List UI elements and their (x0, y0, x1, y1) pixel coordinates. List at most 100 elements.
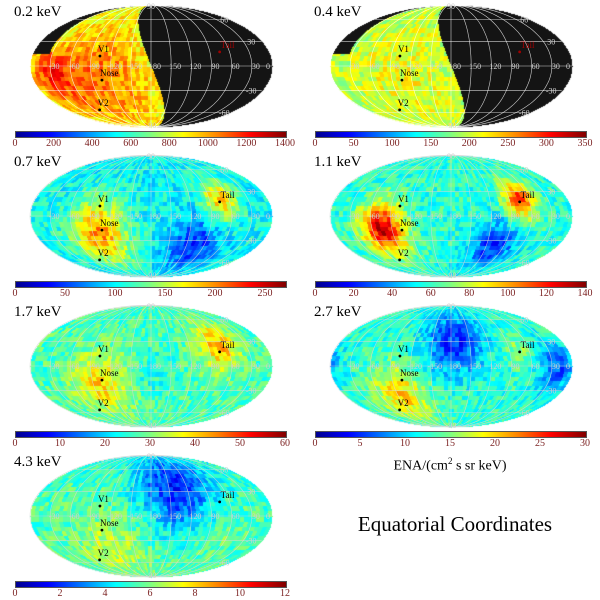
graticule: -30 -60 -90 -120 -150 180 150 120 90 60 30 0 90 60 30 -… (329, 2, 572, 130)
marker-nose-dot (400, 228, 404, 232)
sky-map-panel: -30 -60 -90 -120 -150 180 150 120 90 60 30 0 90 60 30-… (310, 300, 590, 450)
longitude-label: -150 (127, 62, 142, 71)
colorbar-tick-label: 0 (312, 138, 318, 149)
longitude-label: -90 (389, 62, 400, 71)
latitude-label: -90 (446, 121, 457, 130)
colorbar-tick-label: 200 (46, 138, 62, 149)
longitude-label: 0 (566, 212, 570, 221)
longitude-label: -30 (49, 512, 60, 521)
marker-tail-label: Tail (521, 340, 535, 350)
colorbar-tick-label: 50 (348, 138, 359, 149)
heatmap-mollweide (310, 300, 590, 430)
marker-nose-dot (400, 78, 404, 82)
longitude-label: 120 (489, 212, 501, 221)
colorbar-tick-label: 20 (490, 438, 500, 449)
marker-v2-dot (398, 108, 402, 112)
longitude-label: -60 (69, 512, 80, 521)
longitude-label: -30 (49, 212, 60, 221)
colorbar-tick-label: 200 (461, 138, 477, 149)
marker-nose-dot (100, 378, 104, 382)
longitude-label: -60 (69, 362, 80, 371)
colorbar-tick-label: 800 (161, 138, 177, 149)
heatmap-mollweide (310, 150, 590, 280)
longitude-label: 90 (212, 212, 220, 221)
colorbar-tick-label: 1000 (197, 138, 218, 149)
colorbar-tick-label: 80 (464, 288, 475, 299)
marker-v1-dot (398, 54, 402, 58)
longitude-label: -30 (49, 362, 60, 371)
latitude-label: -30 (246, 237, 257, 246)
graticule: -30 -60 -90 -120 -150 180 150 120 90 60 30 0 90 60 30 -… (29, 2, 272, 130)
colorbar-tick-label: 100 (500, 288, 516, 299)
longitude-label: 90 (212, 62, 220, 71)
colorbar (15, 281, 287, 288)
graticule: -30 -60 -90 -120 -150 180 150 120 90 60 30 0 90 60 30 -… (329, 152, 572, 280)
longitude-label: 180 (449, 212, 461, 221)
marker-v2-label: V2 (398, 248, 409, 258)
longitude-label: 180 (149, 212, 161, 221)
energy-label: 2.7 keV (314, 304, 362, 320)
colorbar-tick-label: 60 (280, 438, 290, 449)
marker-nose-label: Nose (400, 68, 419, 78)
latitude-label: 30 (247, 487, 255, 496)
marker-v2-dot (98, 558, 102, 562)
longitude-label: 0 (566, 62, 570, 71)
energy-label: 1.7 keV (14, 304, 62, 320)
longitude-label: 60 (232, 212, 240, 221)
colorbar-tick-label: 10 (55, 438, 65, 449)
longitude-label: -120 (407, 212, 422, 221)
longitude-label: 0 (566, 362, 570, 371)
longitude-label: 150 (169, 212, 181, 221)
longitude-label: -120 (107, 362, 122, 371)
longitude-label: 30 (552, 362, 560, 371)
latitude-label: -60 (219, 559, 230, 568)
longitude-label: -120 (107, 212, 122, 221)
latitude-label: 90 (147, 452, 155, 461)
colorbar-tick-label: 25 (535, 438, 545, 449)
sky-map-panel: -30 -60 -90 -120 -150 180 150 120 90 60 30 0 90 60 30-… (10, 150, 290, 300)
marker-nose-label: Nose (400, 368, 419, 378)
marker-v1-label: V1 (398, 44, 409, 54)
marker-v2-dot (98, 258, 102, 262)
latitude-label: -60 (219, 259, 230, 268)
marker-nose-label: Nose (100, 368, 119, 378)
sky-map-panel: -30 -60 -90 -120 -150 180 150 120 90 60 30 0 90 60 30-… (10, 450, 290, 600)
longitude-label: -90 (89, 62, 100, 71)
marker-tail-dot (218, 200, 222, 204)
latitude-label: 30 (247, 337, 255, 346)
latitude-label: -30 (246, 87, 257, 96)
longitude-label: 120 (489, 362, 501, 371)
marker-v2-dot (98, 408, 102, 412)
marker-v2-label: V2 (98, 398, 109, 408)
marker-tail-label: Tail (521, 190, 535, 200)
longitude-label: 120 (189, 212, 201, 221)
longitude-label: 120 (189, 362, 201, 371)
marker-v1-label: V1 (398, 194, 409, 204)
longitude-label: 30 (552, 62, 560, 71)
heatmap-mollweide (310, 0, 590, 130)
marker-v2-dot (98, 108, 102, 112)
colorbar-tick-label: 350 (577, 138, 593, 149)
colorbar-tick-label: 10 (400, 438, 410, 449)
colorbar-tick-label: 140 (577, 288, 593, 299)
marker-nose-dot (100, 528, 104, 532)
colorbar-tick-label: 400 (84, 138, 100, 149)
latitude-label: -60 (519, 409, 530, 418)
latitude-label: 90 (147, 2, 155, 11)
longitude-label: 60 (232, 362, 240, 371)
colorbar-tick-label: 600 (123, 138, 139, 149)
longitude-label: 0 (266, 512, 270, 521)
latitude-label: -30 (546, 87, 557, 96)
marker-tail-label: Tail (221, 190, 235, 200)
longitude-label: 150 (469, 362, 481, 371)
longitude-label: -150 (427, 62, 442, 71)
colorbar-tick-label: 0 (12, 438, 18, 449)
longitude-label: 120 (189, 62, 201, 71)
colorbar-tick-label: 4 (102, 588, 108, 599)
latitude-label: -30 (246, 537, 257, 546)
latitude-label: -30 (246, 387, 257, 396)
marker-tail-dot (218, 50, 222, 54)
sky-map-panel: -30 -60 -90 -120 -150 180 150 120 90 60 30 0 90 60 30-… (310, 0, 593, 150)
longitude-label: -60 (369, 362, 380, 371)
marker-v2-label: V2 (98, 548, 109, 558)
